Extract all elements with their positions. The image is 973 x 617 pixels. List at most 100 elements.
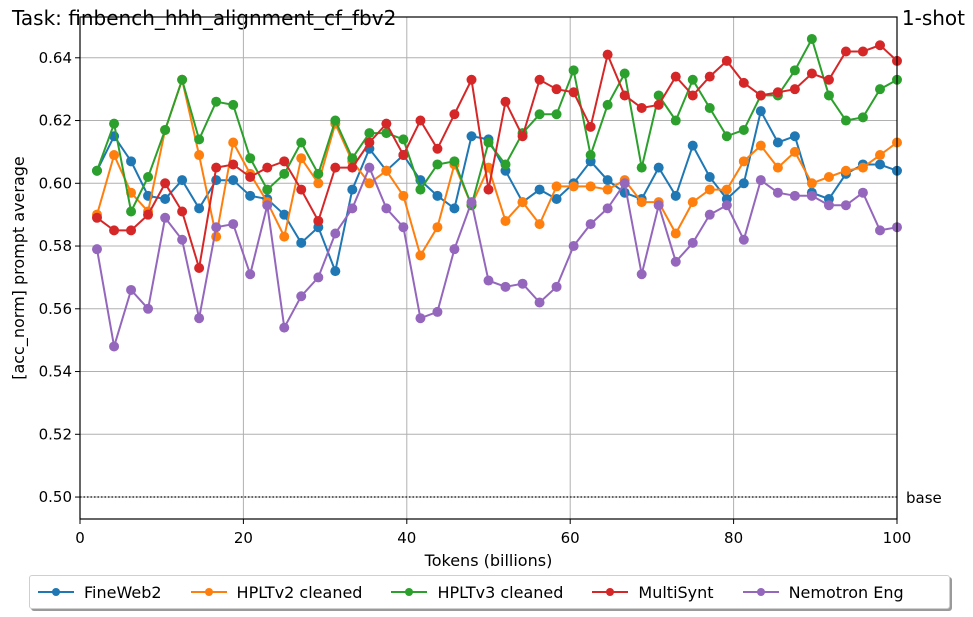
series-nemotron-eng	[91, 162, 902, 352]
data-point	[823, 90, 834, 101]
data-point	[279, 168, 290, 179]
data-point	[517, 197, 528, 208]
data-point	[262, 184, 273, 195]
data-point	[704, 102, 715, 113]
data-point	[177, 206, 188, 217]
data-point	[347, 184, 358, 195]
data-point	[194, 150, 205, 161]
legend-label: HPLTv3 cleaned	[437, 582, 564, 602]
data-point	[500, 96, 511, 107]
data-point	[228, 159, 239, 170]
data-point	[211, 222, 222, 233]
series-multisynt	[91, 40, 902, 273]
data-point	[789, 131, 800, 142]
y-axis-label: [acc_norm] prompt average	[9, 156, 29, 380]
data-point	[364, 178, 375, 189]
data-point	[789, 84, 800, 95]
data-point	[126, 284, 137, 295]
data-point	[109, 150, 120, 161]
data-point	[500, 159, 511, 170]
data-point	[262, 200, 273, 211]
data-point	[449, 203, 460, 214]
data-point	[602, 175, 613, 186]
data-point	[381, 203, 392, 214]
axis-ticks: 0 20 40 60 80 100 0.50 0.52 0.54 0.56 0.58 0.60 0.62…	[39, 49, 912, 547]
data-point	[347, 153, 358, 164]
data-point	[449, 244, 460, 255]
data-point	[721, 131, 732, 142]
data-point	[245, 190, 256, 201]
data-point	[772, 187, 783, 198]
data-point	[534, 219, 545, 230]
data-point	[500, 281, 511, 292]
data-point	[857, 162, 868, 173]
data-point	[738, 234, 749, 245]
data-point	[194, 313, 205, 324]
data-point	[109, 118, 120, 129]
data-point	[364, 162, 375, 173]
data-point	[636, 102, 647, 113]
data-point	[636, 197, 647, 208]
data-point	[432, 222, 443, 233]
data-point	[449, 156, 460, 167]
data-point	[619, 68, 630, 79]
plot-frame	[79, 16, 898, 520]
data-point	[806, 33, 817, 44]
legend-item-hpltv3-cleaned: HPLTv3 cleaned	[389, 583, 563, 602]
data-point	[568, 181, 579, 192]
data-point	[381, 165, 392, 176]
data-point	[789, 146, 800, 157]
data-point	[177, 74, 188, 85]
data-point	[721, 200, 732, 211]
data-point	[636, 269, 647, 280]
legend-marker-icon	[590, 586, 630, 598]
data-point	[534, 109, 545, 120]
data-point	[653, 200, 664, 211]
data-point	[840, 115, 851, 126]
data-point	[228, 99, 239, 110]
y-tick-label: 0.62	[39, 112, 72, 130]
data-point	[143, 303, 154, 314]
data-point	[857, 187, 868, 198]
data-point	[755, 140, 766, 151]
data-point	[432, 143, 443, 154]
data-point	[398, 134, 409, 145]
data-point	[704, 71, 715, 82]
data-point	[160, 124, 171, 135]
data-point	[126, 156, 137, 167]
legend-label: HPLTv2 cleaned	[236, 582, 363, 602]
data-point	[772, 137, 783, 148]
data-point	[670, 115, 681, 126]
data-point	[738, 156, 749, 167]
legend-item-nemotron-eng: Nemotron Eng	[741, 583, 904, 602]
data-point	[91, 244, 102, 255]
data-point	[228, 219, 239, 230]
x-tick-label: 40	[397, 529, 416, 547]
data-point	[568, 241, 579, 252]
y-tick-label: 0.60	[39, 174, 72, 192]
data-point	[840, 165, 851, 176]
legend-marker-icon	[741, 586, 781, 598]
baseline-label: base	[906, 489, 942, 507]
data-point	[194, 203, 205, 214]
data-point	[126, 206, 137, 217]
data-point	[364, 137, 375, 148]
data-point	[585, 121, 596, 132]
y-tick-label: 0.58	[39, 237, 72, 255]
data-point	[772, 162, 783, 173]
data-point	[211, 96, 222, 107]
data-point	[551, 109, 562, 120]
data-point	[245, 269, 256, 280]
data-point	[483, 184, 494, 195]
data-point	[687, 90, 698, 101]
data-point	[228, 175, 239, 186]
y-tick-label: 0.52	[39, 425, 72, 443]
data-point	[483, 275, 494, 286]
data-point	[823, 74, 834, 85]
legend-item-hpltv2-cleaned: HPLTv2 cleaned	[189, 582, 363, 602]
data-point	[432, 190, 443, 201]
data-point	[670, 228, 681, 239]
data-point	[738, 77, 749, 88]
data-point	[875, 84, 886, 95]
data-point	[619, 178, 630, 189]
